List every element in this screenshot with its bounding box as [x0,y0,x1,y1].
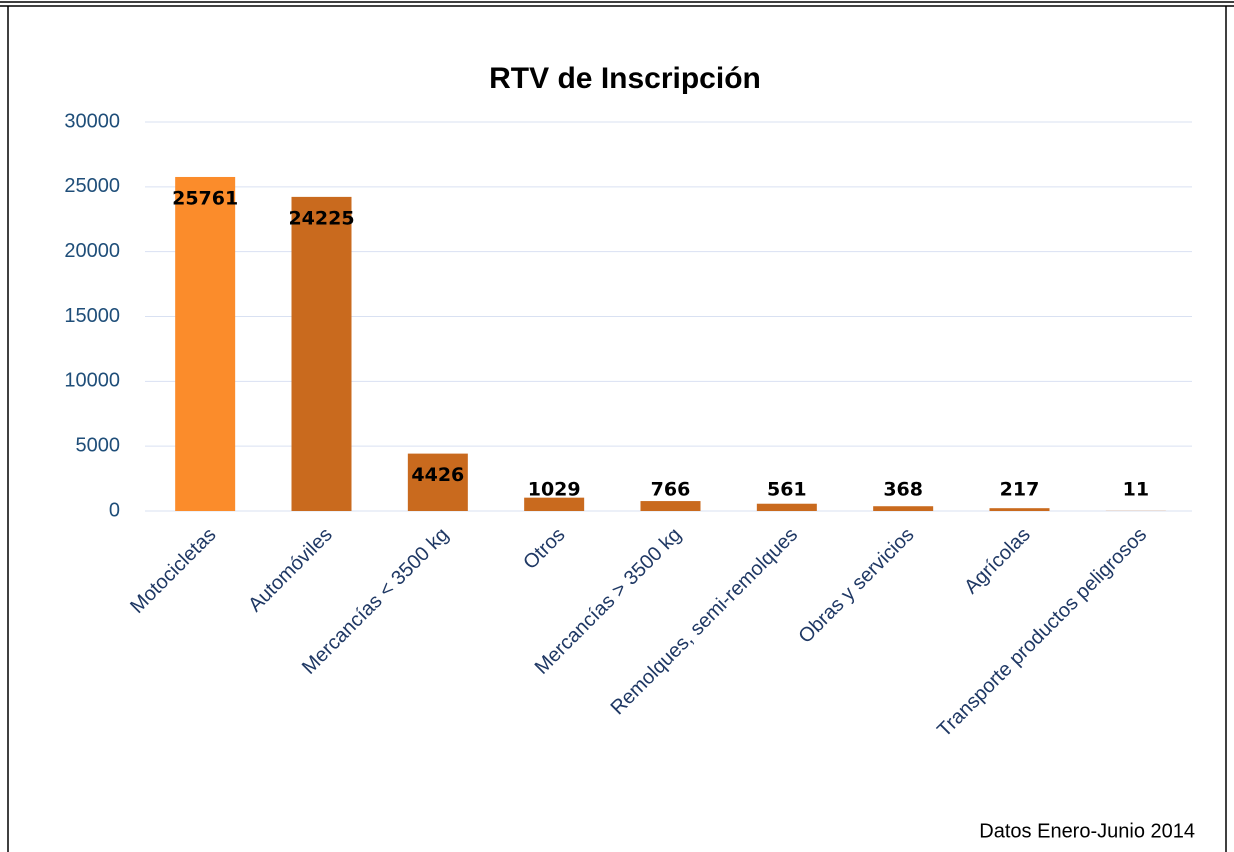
y-tick-label: 5000 [76,434,121,456]
data-label: 11 [1123,479,1149,501]
bar [407,453,468,511]
y-tick-label: 10000 [64,370,120,392]
x-tick-label: Obras y servicios [794,524,918,648]
y-tick-label: 15000 [64,305,120,327]
x-tick-label: Agrícolas [960,524,1035,599]
x-tick-label: Otros [519,524,569,574]
chart-title: RTV de Inscripción [489,62,761,95]
data-label: 766 [651,479,691,501]
y-tick-label: 30000 [64,110,120,132]
data-label: 217 [1000,479,1040,501]
x-tick-label: Remolques, semi-remolques [607,524,803,720]
bar [873,506,934,511]
x-tick-label: Automóviles [244,524,337,617]
data-label: 561 [767,479,807,501]
y-tick-label: 25000 [64,175,120,197]
y-tick-label: 0 [109,499,120,521]
bar [291,196,352,511]
bar [175,176,236,511]
y-tick-label: 20000 [64,240,120,262]
bar [989,508,1050,511]
data-label: 25761 [172,187,238,209]
data-label: 4426 [411,464,464,486]
bar [524,497,585,511]
x-tick-label: Motocicletas [126,524,220,618]
data-label: 368 [883,479,923,501]
bar [756,503,817,511]
data-label: 1029 [528,479,581,501]
note: Datos Enero-Junio 2014 [979,820,1195,842]
x-tick-label: Transporte productos peligrosos [933,524,1151,742]
bar [640,501,701,511]
data-label: 24225 [288,207,354,229]
